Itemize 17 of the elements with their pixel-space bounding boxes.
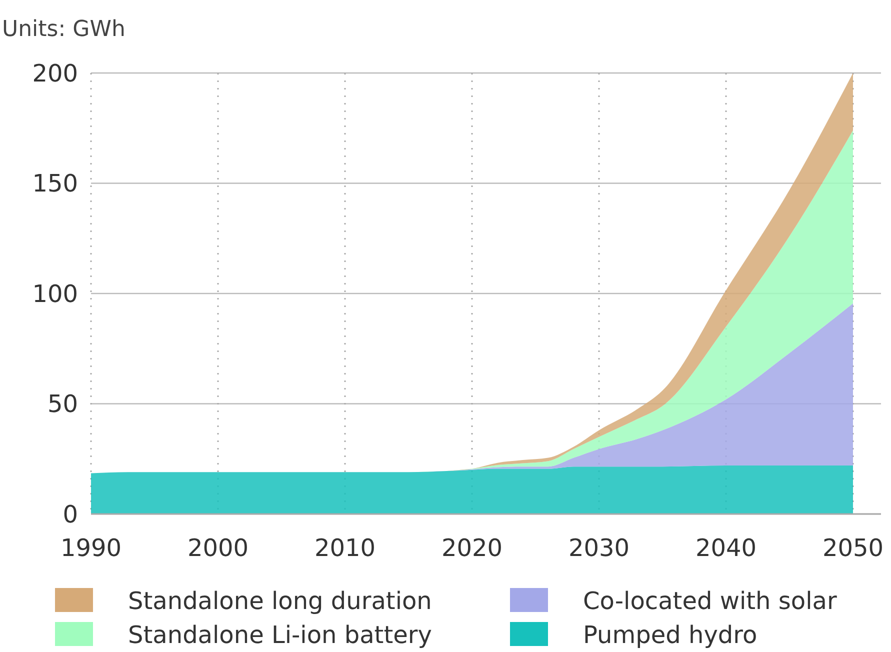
y-tick-label: 100 bbox=[32, 280, 78, 308]
legend-label: Standalone Li-ion battery bbox=[128, 621, 432, 649]
x-tick-label: 1990 bbox=[60, 534, 122, 562]
legend-label: Standalone long duration bbox=[128, 587, 432, 615]
x-tick-label: 2030 bbox=[568, 534, 630, 562]
x-tick-label: 2010 bbox=[314, 534, 376, 562]
x-tick-label: 2050 bbox=[822, 534, 884, 562]
x-tick-label: 2000 bbox=[187, 534, 249, 562]
chart-title: Units: GWh bbox=[2, 17, 126, 42]
y-tick-label: 0 bbox=[62, 500, 78, 528]
legend-label: Co-located with solar bbox=[583, 587, 837, 615]
y-tick-label: 150 bbox=[32, 170, 78, 198]
x-tick-label: 2020 bbox=[441, 534, 503, 562]
x-tick-label: 2040 bbox=[695, 534, 757, 562]
y-tick-label: 50 bbox=[47, 390, 78, 418]
legend-label: Pumped hydro bbox=[583, 621, 758, 649]
y-tick-label: 200 bbox=[32, 59, 78, 88]
